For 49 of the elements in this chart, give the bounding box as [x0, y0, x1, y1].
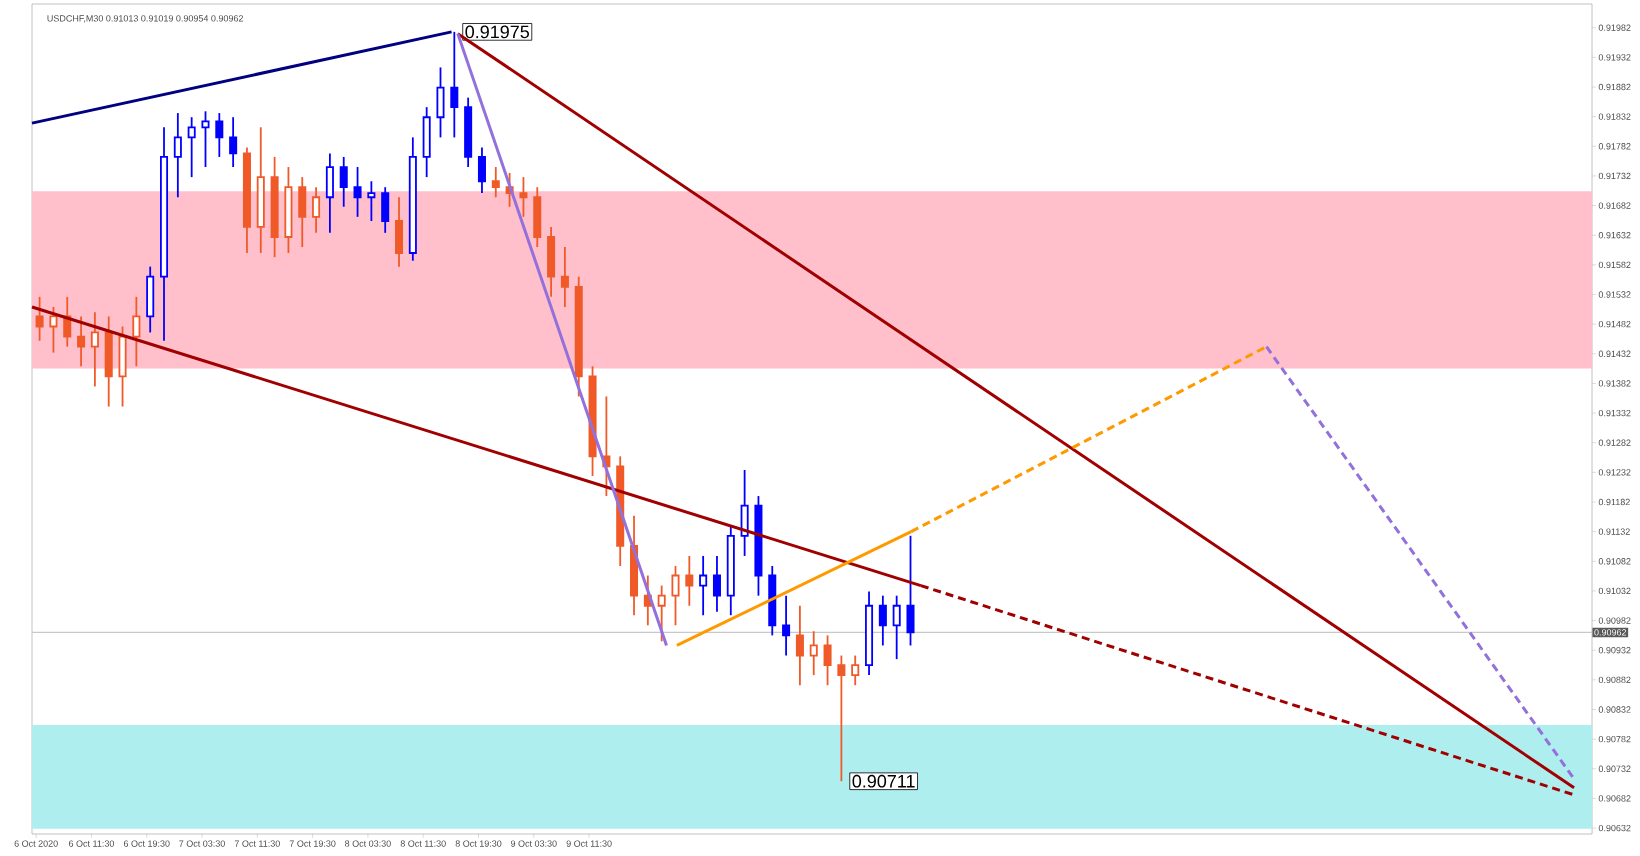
candlestick	[395, 196, 404, 268]
candlestick	[146, 265, 155, 334]
candlestick	[215, 112, 224, 158]
candlestick	[878, 594, 887, 647]
candlestick	[464, 96, 473, 168]
candlestick	[712, 555, 721, 613]
annotation: 0.91975	[465, 25, 530, 39]
candlestick	[865, 590, 874, 677]
annotation: 0.90711	[852, 774, 915, 788]
candlestick	[77, 315, 86, 368]
candlestick	[325, 152, 334, 234]
candlestick	[892, 594, 901, 661]
candlestick	[574, 275, 583, 398]
candlestick	[408, 136, 417, 262]
candlestick	[270, 156, 279, 259]
candlestick	[35, 295, 44, 342]
candlestick	[339, 156, 348, 208]
candlestick	[298, 176, 307, 248]
candlestick	[740, 469, 749, 557]
candlestick	[160, 126, 169, 342]
candlestick	[657, 584, 666, 643]
candlestick	[436, 66, 445, 139]
candlestick	[533, 186, 542, 248]
candlestick	[422, 106, 431, 179]
candlestick	[547, 226, 556, 298]
candlestick	[560, 246, 569, 308]
candlestick	[367, 180, 376, 222]
candlestick	[851, 654, 860, 687]
candlestick	[809, 630, 818, 677]
candlestick	[229, 116, 238, 168]
candlestick	[173, 112, 182, 199]
candlestick	[782, 594, 791, 657]
candlestick	[491, 166, 500, 199]
candlestick	[187, 116, 196, 179]
candlestick	[450, 30, 459, 139]
candlestick	[837, 654, 846, 783]
candlestick	[768, 565, 777, 637]
candlestick	[256, 126, 265, 254]
candlestick	[312, 186, 321, 234]
candlestick	[242, 146, 251, 254]
candlestick	[685, 555, 694, 607]
candlestick	[90, 311, 99, 388]
candlestick	[477, 146, 486, 195]
candlestick	[699, 555, 708, 617]
candlestick	[381, 186, 390, 234]
candlestick	[795, 604, 804, 687]
candlestick	[132, 295, 141, 368]
candlestick	[353, 166, 362, 218]
candlestick	[104, 315, 113, 408]
